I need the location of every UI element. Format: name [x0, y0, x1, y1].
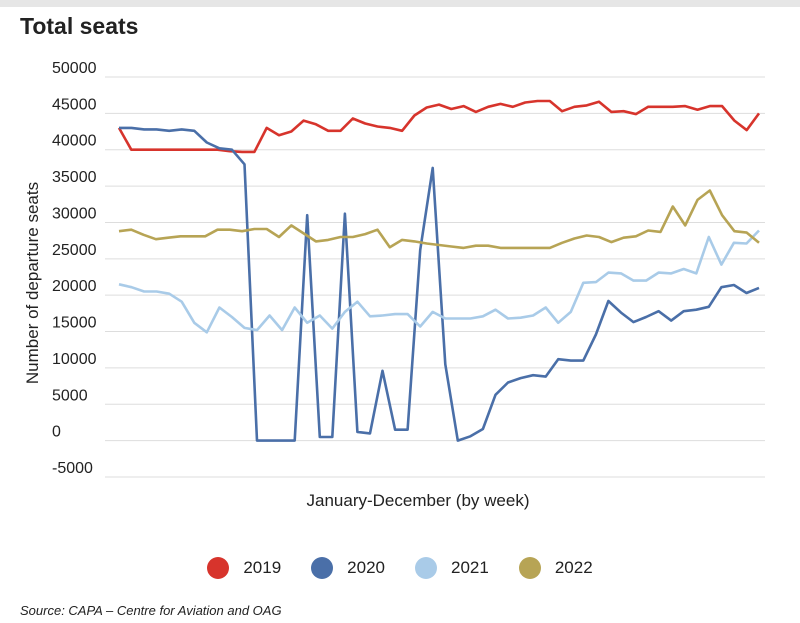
legend-item-2021: 2021 — [415, 557, 489, 579]
legend-item-2022: 2022 — [518, 557, 593, 579]
legend-item-2020: 2020 — [311, 557, 385, 579]
legend-marker — [518, 557, 541, 579]
legend-label: 2022 — [554, 558, 593, 577]
y-tick-label: 30000 — [52, 205, 97, 222]
legend-label: 2020 — [347, 558, 385, 577]
legend-label: 2021 — [451, 558, 489, 577]
y-tick-labels: -5000 0 5000 10000 15000 20000 25000 30000 35000… — [52, 60, 97, 477]
y-tick-label: 0 — [52, 424, 61, 441]
series-line-2021 — [118, 229, 760, 334]
y-tick-label: 40000 — [52, 133, 97, 150]
series-line-2020 — [119, 126, 760, 442]
y-tick-label: 25000 — [52, 242, 97, 259]
y-tick-label: 35000 — [52, 169, 97, 186]
y-tick-label: 5000 — [52, 387, 88, 404]
source-note: Source: CAPA – Centre for Aviation and O… — [20, 603, 282, 618]
y-tick-label: 45000 — [52, 96, 97, 113]
legend-marker — [311, 557, 334, 579]
top-divider — [0, 0, 800, 7]
gridlines — [105, 76, 765, 478]
chart-title: Total seats — [20, 13, 139, 39]
x-axis-label: January-December (by week) — [307, 491, 530, 510]
series-line-2022 — [118, 189, 760, 250]
series-line-2019 — [117, 99, 761, 154]
legend: 2019 2020 2021 2022 — [0, 557, 800, 579]
legend-item-2019: 2019 — [207, 557, 281, 579]
y-axis-label: Number of departure seats — [23, 182, 42, 384]
series-lines — [117, 99, 761, 442]
legend-marker — [415, 557, 437, 579]
chart-area: -5000 0 5000 10000 15000 20000 25000 30000 35000… — [23, 60, 765, 510]
y-tick-label: 50000 — [52, 60, 97, 77]
legend-marker — [207, 557, 230, 579]
y-tick-label: 15000 — [52, 315, 97, 332]
y-tick-label: 20000 — [52, 278, 97, 295]
y-tick-label: -5000 — [52, 460, 93, 477]
y-tick-label: 10000 — [52, 351, 97, 368]
legend-label: 2019 — [243, 558, 282, 577]
